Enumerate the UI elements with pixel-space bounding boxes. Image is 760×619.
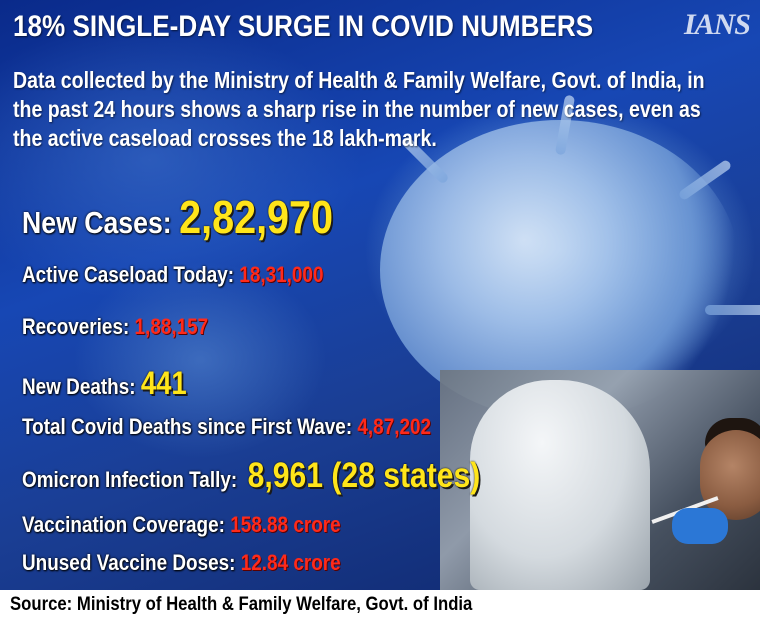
stat-label: Vaccination Coverage:: [22, 512, 231, 537]
blue-glove: [672, 508, 728, 544]
stat-value: 12.84 crore: [240, 550, 341, 575]
stat-label: Omicron Infection Tally:: [22, 467, 248, 492]
headline: 18% SINGLE-DAY SURGE IN COVID NUMBERS: [13, 10, 594, 43]
ians-logo: IANS: [683, 8, 751, 41]
stat-label: Active Caseload Today:: [22, 262, 240, 287]
stat-new-deaths: New Deaths: 441: [22, 365, 187, 402]
source-footer: Source: Ministry of Health & Family Welf…: [0, 590, 760, 619]
stat-label: New Cases:: [22, 205, 180, 240]
stat-value: 4,87,202: [357, 414, 432, 439]
stat-unused-doses: Unused Vaccine Doses: 12.84 crore: [22, 550, 341, 576]
stat-recoveries: Recoveries: 1,88,157: [22, 314, 208, 340]
stat-value: 8,961 (28 states): [247, 456, 481, 495]
stat-label: Total Covid Deaths since First Wave:: [22, 414, 358, 439]
stat-active-caseload: Active Caseload Today: 18,31,000: [22, 262, 323, 288]
health-worker-ppe: [470, 380, 650, 590]
stat-value: 18,31,000: [239, 262, 324, 287]
stat-total-deaths: Total Covid Deaths since First Wave: 4,8…: [22, 414, 431, 440]
child-face: [700, 430, 760, 520]
stat-new-cases: New Cases: 2,82,970: [22, 190, 333, 244]
stat-label: Unused Vaccine Doses:: [22, 550, 241, 575]
stat-value: 2,82,970: [179, 191, 334, 243]
stat-value: 1,88,157: [134, 314, 209, 339]
stat-value: 158.88 crore: [230, 512, 341, 537]
stat-label: Recoveries:: [22, 314, 135, 339]
source-text: Source: Ministry of Health & Family Welf…: [10, 594, 473, 615]
stat-label: New Deaths:: [22, 374, 141, 399]
virus-spike: [705, 305, 760, 315]
stat-value: 441: [140, 365, 187, 401]
stat-vaccination-coverage: Vaccination Coverage: 158.88 crore: [22, 512, 341, 538]
subtitle: Data collected by the Ministry of Health…: [13, 67, 705, 151]
stat-omicron-tally: Omicron Infection Tally: 8,961 (28 state…: [22, 456, 480, 496]
